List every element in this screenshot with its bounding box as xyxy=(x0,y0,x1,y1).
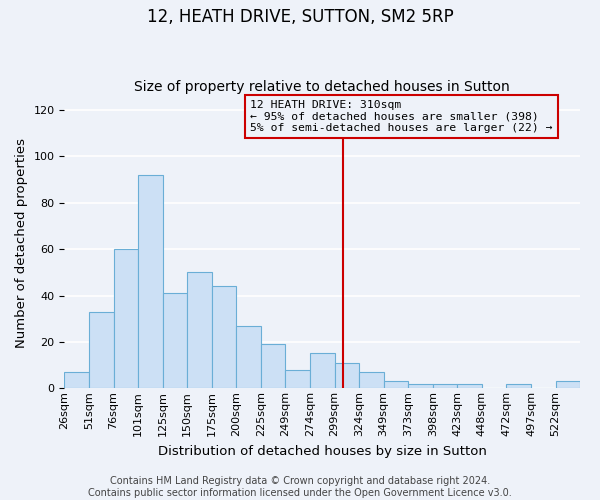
Bar xyxy=(64,372,89,388)
Text: 12, HEATH DRIVE, SUTTON, SM2 5RP: 12, HEATH DRIVE, SUTTON, SM2 5RP xyxy=(146,8,454,26)
Bar xyxy=(359,372,383,388)
Bar xyxy=(286,370,310,388)
Bar xyxy=(433,384,457,388)
Bar xyxy=(236,326,261,388)
Bar xyxy=(212,286,236,388)
Text: 12 HEATH DRIVE: 310sqm
← 95% of detached houses are smaller (398)
5% of semi-det: 12 HEATH DRIVE: 310sqm ← 95% of detached… xyxy=(250,100,553,133)
Y-axis label: Number of detached properties: Number of detached properties xyxy=(15,138,28,348)
Text: Contains HM Land Registry data © Crown copyright and database right 2024.
Contai: Contains HM Land Registry data © Crown c… xyxy=(88,476,512,498)
Bar xyxy=(457,384,482,388)
X-axis label: Distribution of detached houses by size in Sutton: Distribution of detached houses by size … xyxy=(158,444,487,458)
Bar xyxy=(89,312,113,388)
Bar xyxy=(261,344,286,389)
Bar xyxy=(113,249,138,388)
Bar xyxy=(187,272,212,388)
Bar xyxy=(408,384,433,388)
Bar xyxy=(335,363,359,388)
Bar xyxy=(506,384,531,388)
Bar xyxy=(310,354,335,388)
Bar xyxy=(138,175,163,388)
Bar xyxy=(556,382,580,388)
Bar xyxy=(163,293,187,388)
Bar xyxy=(383,382,408,388)
Title: Size of property relative to detached houses in Sutton: Size of property relative to detached ho… xyxy=(134,80,510,94)
